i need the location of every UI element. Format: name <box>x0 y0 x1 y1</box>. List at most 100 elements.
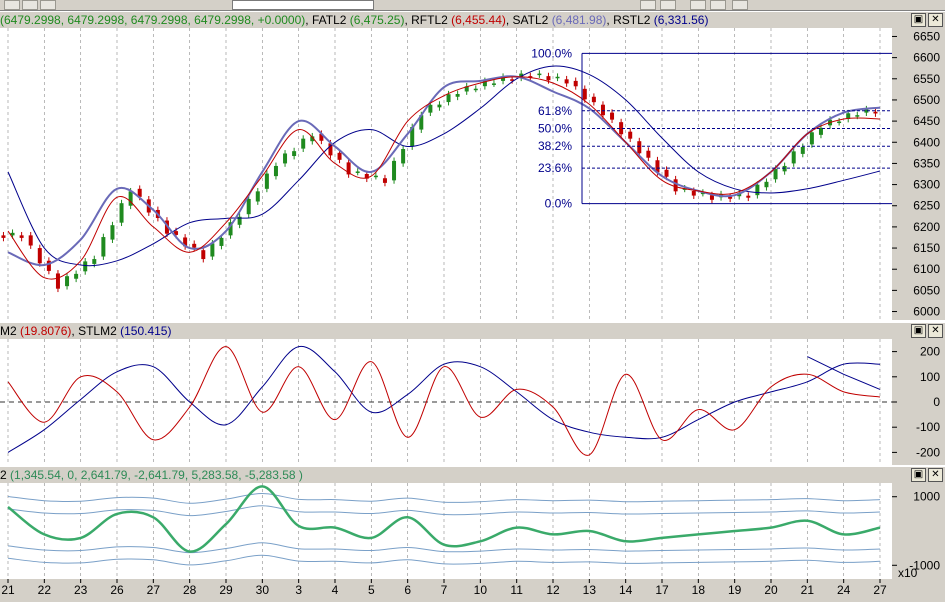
candle-body <box>337 152 342 160</box>
candle-body <box>264 173 269 189</box>
pcci-line <box>7 485 881 553</box>
y-tick-label: 1000 <box>913 490 940 504</box>
candle-body <box>110 225 115 240</box>
x-tick-label: 7 <box>441 583 448 597</box>
candle-body <box>401 149 406 164</box>
fib-level-label: 61.8% <box>538 104 572 118</box>
scale-marker: x10 <box>898 566 918 580</box>
stlm-line <box>7 345 881 453</box>
candle-body <box>55 273 60 289</box>
toolbar-button[interactable] <box>660 0 676 10</box>
candle-body <box>201 250 206 260</box>
y-tick-label: 6100 <box>913 262 940 276</box>
y-tick-label: 100 <box>920 370 940 384</box>
pcci-band-line <box>7 542 881 554</box>
maximize-icon[interactable]: ▣ <box>911 13 926 27</box>
candle-body <box>591 96 596 103</box>
candle-body <box>65 276 70 287</box>
maximize-icon[interactable]: ▣ <box>911 324 926 338</box>
x-tick-label: 14 <box>619 583 633 597</box>
pcci-axis[interactable] <box>892 483 945 579</box>
candle-body <box>519 73 524 78</box>
x-tick-label: 22 <box>38 583 52 597</box>
candle-body <box>491 83 496 85</box>
x-tick-label: 3 <box>295 583 302 597</box>
candle-body <box>273 165 278 177</box>
candle-body <box>564 79 569 84</box>
x-tick-label: 12 <box>546 583 560 597</box>
toolbar-button[interactable] <box>640 0 656 10</box>
osc-axis[interactable] <box>892 339 945 465</box>
candle-body <box>555 76 560 79</box>
stlm-label: STLM2 <box>78 324 117 338</box>
y-tick-label: 6550 <box>913 72 940 86</box>
x-tick-label: 23 <box>74 583 88 597</box>
toolbar-button[interactable] <box>732 0 748 10</box>
candle-body <box>837 121 842 124</box>
toolbar-combo[interactable] <box>232 0 374 10</box>
candle-body <box>192 243 197 248</box>
candle-body <box>255 191 260 202</box>
rftl-label: RFTL2 <box>411 13 448 27</box>
x-tick-label: 19 <box>728 583 742 597</box>
candle-body <box>755 184 760 196</box>
y-tick-label: 6150 <box>913 241 940 255</box>
candle-body <box>46 260 51 271</box>
candle-body <box>446 94 451 103</box>
candle-body <box>664 169 669 177</box>
fib-level-label: 0.0% <box>545 197 573 211</box>
candle-body <box>773 168 778 180</box>
x-tick-label: 29 <box>219 583 233 597</box>
toolbar-button[interactable] <box>40 0 56 10</box>
candle-body <box>346 162 351 175</box>
fatl-value: (6,475.25) <box>349 13 405 27</box>
candle-body <box>501 76 506 81</box>
y-tick-label: 0 <box>933 395 940 409</box>
candle-body <box>528 76 533 78</box>
fib-level-label: 38.2% <box>538 139 572 153</box>
candle-body <box>37 248 42 264</box>
candle-body <box>310 136 315 142</box>
x-tick-label: 21 <box>1 583 15 597</box>
close-icon[interactable]: ✕ <box>928 324 943 338</box>
satl-label: SATL2 <box>512 13 549 27</box>
y-tick-label: 6650 <box>913 29 940 43</box>
toolbar-button[interactable] <box>22 0 38 10</box>
candle-body <box>464 86 469 92</box>
x-tick-label: 6 <box>404 583 411 597</box>
price-pane[interactable] <box>0 28 892 320</box>
rstl-label: RSTL2 <box>613 13 651 27</box>
date-axis[interactable] <box>0 579 945 602</box>
candle-body <box>373 175 378 178</box>
candle-body <box>764 181 769 188</box>
candle-body <box>646 150 651 158</box>
candle-body <box>428 104 433 113</box>
candle-body <box>873 111 878 114</box>
candle-body <box>292 151 297 157</box>
candle-body <box>546 76 551 81</box>
candle-body <box>628 131 633 139</box>
toolbar-button[interactable] <box>690 0 706 10</box>
close-icon[interactable]: ✕ <box>928 468 943 482</box>
rstl-value: (6,331.56) <box>653 13 709 27</box>
close-icon[interactable]: ✕ <box>928 13 943 27</box>
candle-body <box>246 198 251 215</box>
ftlm-label: M2 <box>0 324 17 338</box>
candle-body <box>809 132 814 145</box>
price-axis[interactable] <box>892 28 945 320</box>
pcci-band-line <box>7 505 881 517</box>
y-tick-label: 200 <box>920 345 940 359</box>
candle-body <box>319 133 324 141</box>
fib-level-label: 100.0% <box>531 46 572 60</box>
candle-body <box>800 146 805 154</box>
toolbar <box>0 0 945 11</box>
candle-body <box>74 273 79 279</box>
maximize-icon[interactable]: ▣ <box>911 468 926 482</box>
toolbar-button[interactable] <box>710 0 726 10</box>
x-tick-label: 27 <box>147 583 161 597</box>
candle-body <box>673 179 678 192</box>
candle-body <box>691 190 696 196</box>
y-tick-label: -200 <box>916 445 940 459</box>
toolbar-button[interactable] <box>4 0 20 10</box>
candle-body <box>728 196 733 199</box>
